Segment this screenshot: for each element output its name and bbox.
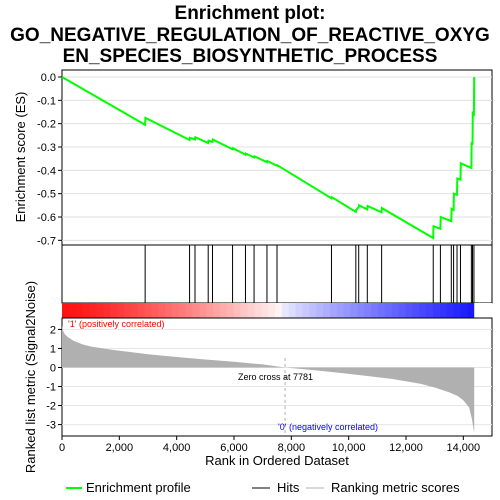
- colorbar-segment: [144, 303, 152, 318]
- legend-box: [0, 474, 500, 500]
- colorbar-segment: [316, 303, 324, 318]
- colorbar-segment: [130, 303, 139, 318]
- legend-profile-label: Enrichment profile: [86, 480, 191, 495]
- x-tick-label: 12,000: [389, 442, 423, 454]
- colorbar-segment: [268, 303, 276, 318]
- colorbar-segment: [412, 303, 420, 318]
- x-axis-label: Rank in Ordered Dataset: [205, 453, 349, 468]
- colorbar-segment: [151, 303, 159, 318]
- colorbar-segment: [419, 303, 427, 318]
- es-tick-label: -0.7: [37, 235, 56, 247]
- colorbar-segment: [220, 303, 228, 318]
- colorbar-segment: [460, 303, 468, 318]
- colorbar-segment: [281, 303, 290, 318]
- colorbar-segment: [123, 303, 132, 318]
- metric-tick-label: -1: [46, 382, 56, 394]
- colorbar-segment: [247, 303, 255, 318]
- colorbar-segment: [439, 303, 448, 318]
- colorbar-segment: [110, 303, 118, 318]
- x-tick-label: 2,000: [106, 442, 134, 454]
- enrichment-profile-line: [61, 76, 476, 240]
- colorbar-segment: [329, 303, 338, 318]
- colorbar-segment: [206, 303, 214, 318]
- colorbar-segment: [261, 303, 269, 318]
- colorbar-segment: [433, 303, 441, 318]
- legend-hits-label: Hits: [277, 480, 300, 495]
- colorbar-segment: [302, 303, 310, 318]
- colorbar-segment: [165, 303, 173, 318]
- x-tick-label: 6,000: [220, 442, 248, 454]
- colorbar-segment: [158, 303, 166, 318]
- colorbar-segment: [323, 303, 331, 318]
- metric-tick-label: 1: [50, 343, 56, 355]
- es-tick-label: 0.0: [41, 72, 56, 84]
- es-axis-label: Enrichment score (ES): [13, 92, 28, 223]
- colorbar-segment: [343, 303, 352, 318]
- colorbar-segment: [82, 303, 91, 318]
- colorbar-segment: [295, 303, 304, 318]
- colorbar-segment: [89, 303, 97, 318]
- colorbar-segment: [254, 303, 262, 318]
- colorbar-segment: [240, 303, 249, 318]
- colorbar-segment: [233, 303, 242, 318]
- chart-title-line-1: Enrichment plot:: [175, 3, 326, 24]
- colorbar-segment: [213, 303, 221, 318]
- colorbar-segment: [378, 303, 386, 318]
- colorbar-segment: [62, 303, 70, 318]
- es-tick-label: -0.4: [37, 165, 56, 177]
- es-tick-label: -0.1: [37, 95, 56, 107]
- es-tick-label: -0.5: [37, 189, 56, 201]
- chart-title-line-2: GO_NEGATIVE_REGULATION_OF_REACTIVE_OXYG: [10, 25, 490, 46]
- colorbar-segment: [192, 303, 201, 318]
- colorbar-segment: [96, 303, 104, 318]
- colorbar-segment: [398, 303, 407, 318]
- colorbar-segment: [75, 303, 84, 318]
- es-panel-frame: [61, 69, 493, 246]
- es-tick-label: -0.3: [37, 142, 56, 154]
- colorbar-segment: [178, 303, 187, 318]
- colorbar-segment: [309, 303, 317, 318]
- colorbar-segment: [391, 303, 400, 318]
- zero-cross-label: Zero cross at 7781: [238, 372, 313, 382]
- x-tick-label: 14,000: [447, 442, 481, 454]
- negative-correlation-label: '0' (negatively correlated): [278, 422, 378, 432]
- colorbar-segment: [350, 303, 359, 318]
- x-tick-label: 4,000: [163, 442, 191, 454]
- es-tick-label: -0.2: [37, 119, 56, 131]
- metric-tick-label: -3: [46, 420, 56, 432]
- colorbar-segment: [68, 303, 77, 318]
- colorbar-segment: [274, 303, 283, 318]
- metric-tick-label: -2: [46, 401, 56, 413]
- x-tick-label: 8,000: [278, 442, 306, 454]
- colorbar-segment: [137, 303, 146, 318]
- x-tick-label: 10,000: [332, 442, 366, 454]
- colorbar-segment: [357, 303, 365, 318]
- x-tick-label: 0: [59, 442, 65, 454]
- metric-axis-label: Ranked list metric (Signal2Noise): [23, 281, 38, 473]
- colorbar-segment: [384, 303, 393, 318]
- colorbar-segment: [364, 303, 372, 318]
- colorbar-segment: [426, 303, 434, 318]
- colorbar-segment: [116, 303, 125, 318]
- colorbar-segment: [446, 303, 455, 318]
- colorbar-segment: [226, 303, 235, 318]
- colorbar-segment: [405, 303, 413, 318]
- colorbar-segment: [199, 303, 207, 318]
- colorbar-segment: [288, 303, 297, 318]
- es-tick-label: -0.6: [37, 212, 56, 224]
- metric-tick-label: 2: [50, 324, 56, 336]
- chart-title-line-3: EN_SPECIES_BIOSYNTHETIC_PROCESS: [63, 46, 438, 67]
- colorbar-segment: [171, 303, 180, 318]
- colorbar-segment: [467, 303, 475, 318]
- colorbar-segment: [371, 303, 379, 318]
- colorbar-segment: [185, 303, 194, 318]
- legend-metric-label: Ranking metric scores: [331, 480, 460, 495]
- colorbar-blank: [474, 303, 492, 318]
- colorbar-segment: [453, 303, 462, 318]
- colorbar-segment: [336, 303, 345, 318]
- colorbar-segment: [103, 303, 111, 318]
- positive-correlation-label: '1' (positively correlated): [68, 319, 164, 329]
- metric-tick-label: 0: [50, 362, 56, 374]
